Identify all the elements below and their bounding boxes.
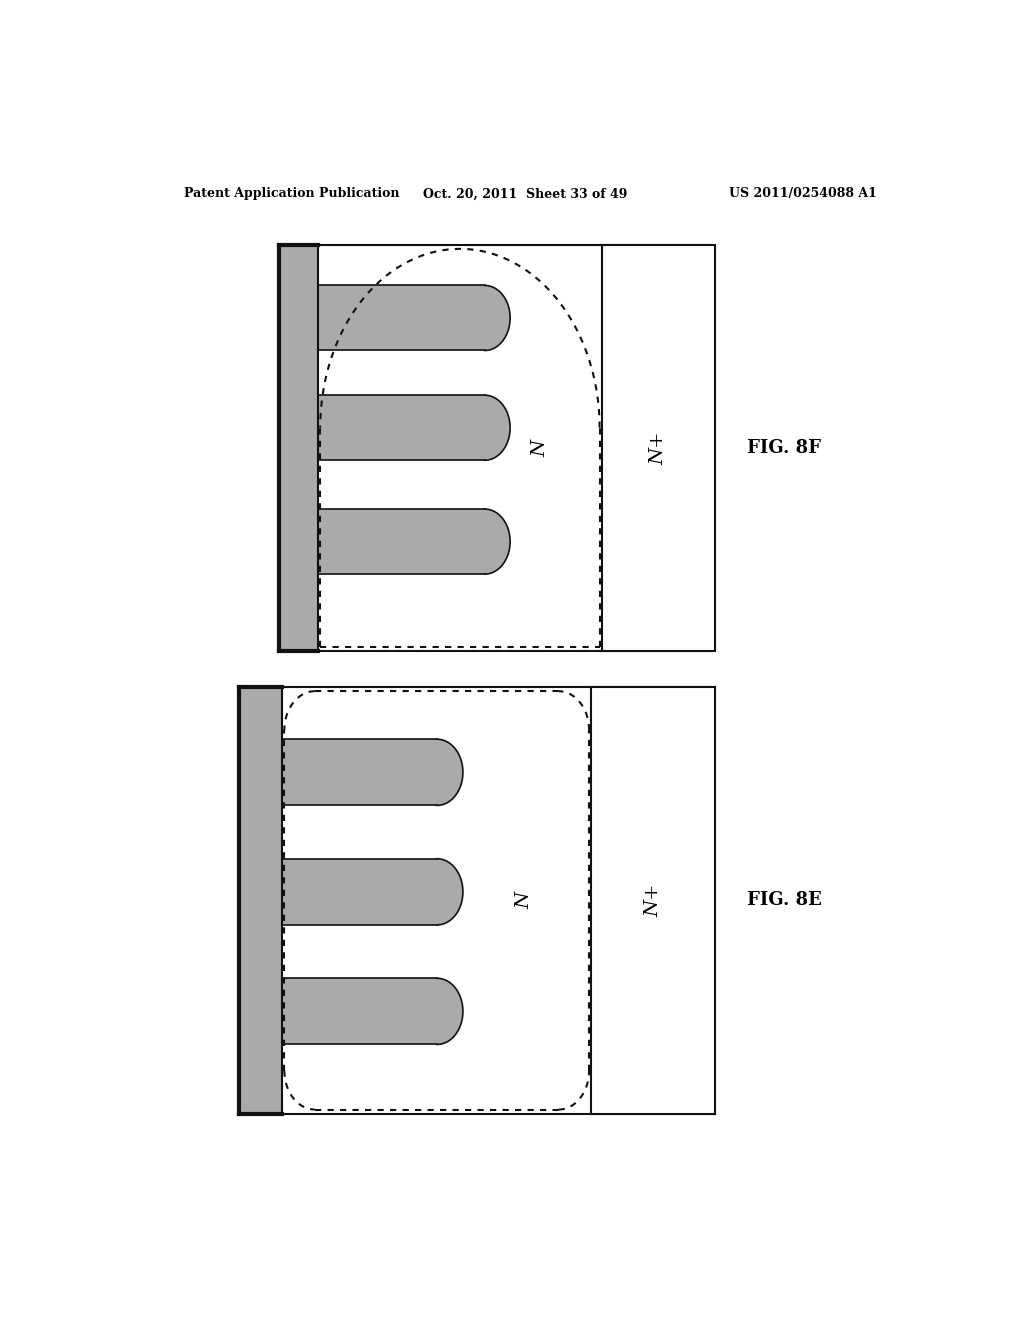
Bar — [282, 739, 437, 805]
Circle shape — [460, 285, 510, 351]
Bar — [282, 859, 437, 925]
Bar — [592, 686, 716, 1114]
Text: FIG. 8F: FIG. 8F — [748, 440, 821, 457]
Text: N+: N+ — [649, 432, 668, 465]
Text: FIG. 8E: FIG. 8E — [748, 891, 821, 909]
Text: US 2011/0254088 A1: US 2011/0254088 A1 — [729, 187, 877, 201]
Circle shape — [412, 739, 463, 805]
Circle shape — [460, 510, 510, 574]
Bar — [318, 510, 484, 574]
Circle shape — [460, 395, 510, 461]
Circle shape — [412, 978, 463, 1044]
Circle shape — [412, 859, 463, 925]
Bar — [318, 395, 484, 461]
Bar — [240, 686, 282, 1114]
Text: Oct. 20, 2011  Sheet 33 of 49: Oct. 20, 2011 Sheet 33 of 49 — [423, 187, 627, 201]
Text: Patent Application Publication: Patent Application Publication — [183, 187, 399, 201]
Text: N+: N+ — [644, 883, 663, 917]
Bar — [318, 285, 484, 351]
Text: N: N — [516, 892, 534, 909]
Bar — [282, 978, 437, 1044]
Bar — [279, 244, 318, 651]
Text: N: N — [531, 440, 550, 457]
Bar — [279, 244, 716, 651]
Bar — [240, 686, 715, 1114]
Bar — [602, 244, 715, 651]
